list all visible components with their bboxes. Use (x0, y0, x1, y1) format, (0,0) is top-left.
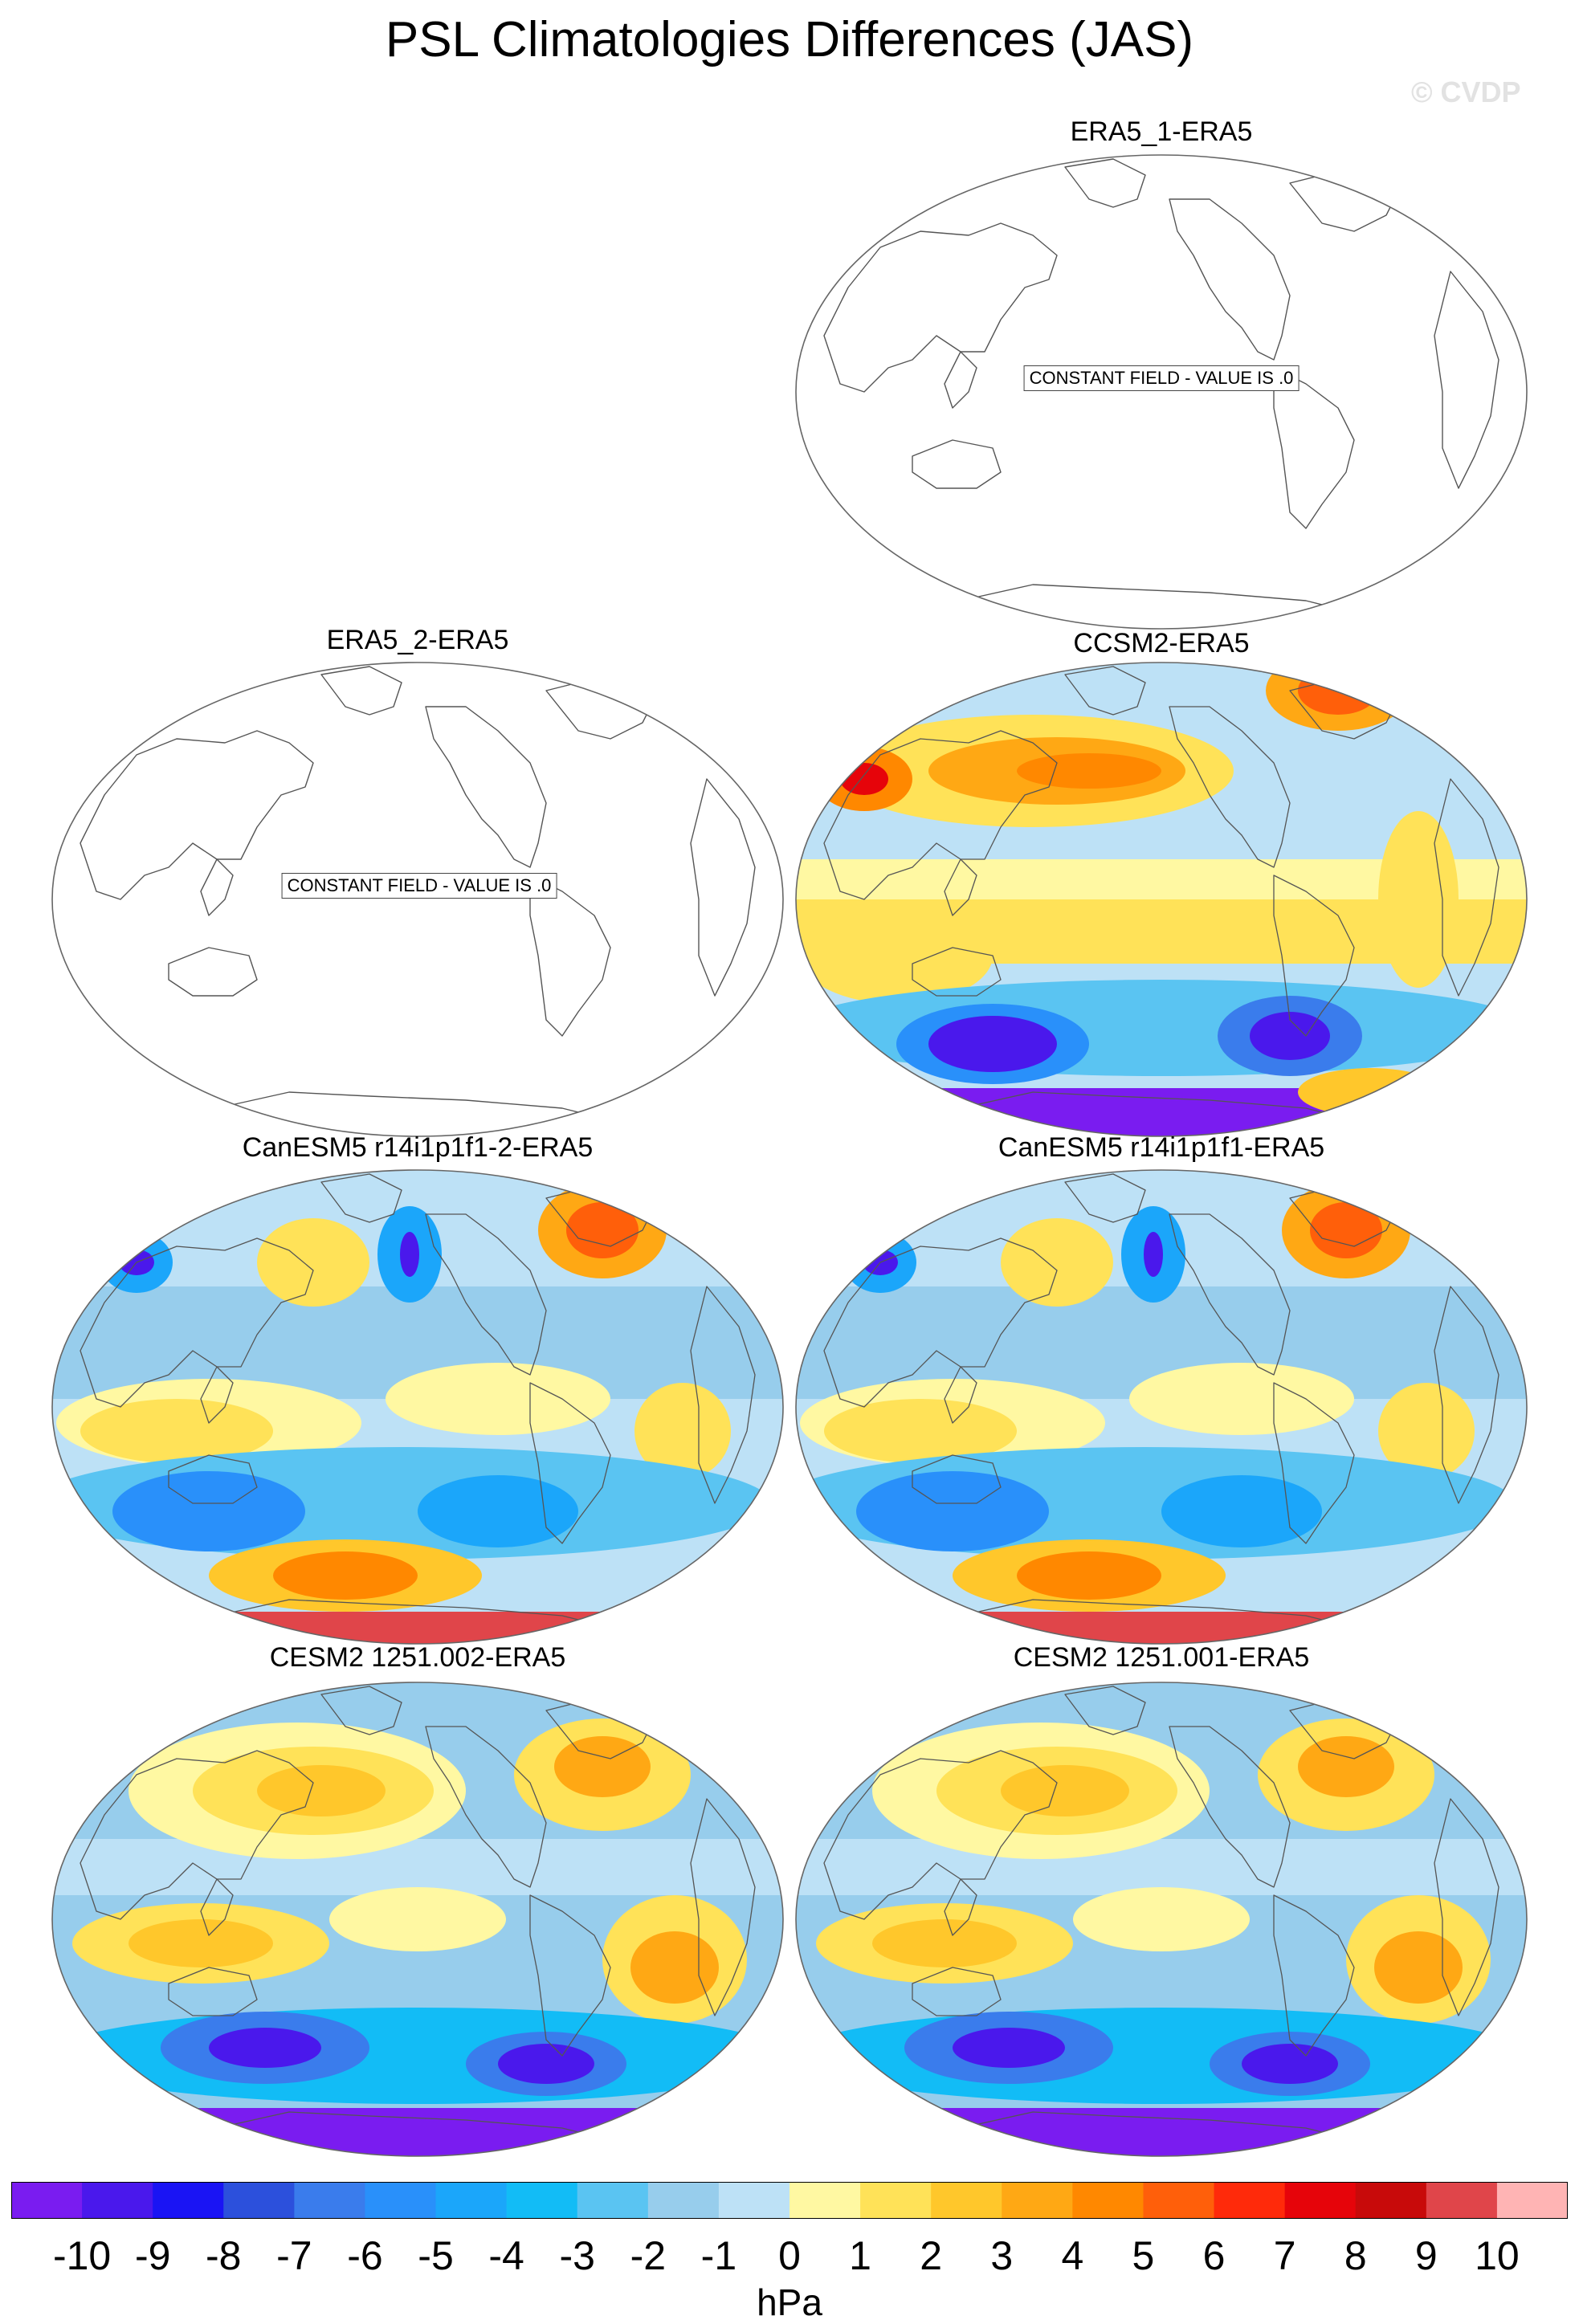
map-field (796, 1682, 1527, 2156)
colorbar-swatch (506, 2182, 578, 2219)
colorbar-swatch (1002, 2182, 1073, 2219)
page-title: PSL Climatologies Differences (JAS) (385, 12, 1194, 67)
panel-title-canesm5: CanESM5 r14i1p1f1-ERA5 (998, 1132, 1325, 1163)
map-outline (51, 1169, 784, 1645)
colorbar-tick-label: -10 (52, 2233, 112, 2278)
panel-title-canesm5-2: CanESM5 r14i1p1f1-2-ERA5 (242, 1132, 594, 1163)
colorbar-swatch (1426, 2182, 1498, 2219)
colorbar-swatch (1355, 2182, 1427, 2219)
colorbar-tick-label: 2 (920, 2233, 943, 2278)
map-outline (795, 1169, 1528, 1645)
colorbar-swatch (1496, 2182, 1568, 2219)
colorbar-tick-label: 3 (990, 2233, 1014, 2278)
colorbar-swatch (860, 2182, 932, 2219)
colorbar-tick-label: -8 (206, 2233, 242, 2278)
colorbar-swatch (153, 2182, 224, 2219)
colorbar-tick-label: 4 (1061, 2233, 1084, 2278)
map-era5-2 (51, 662, 784, 1137)
colorbar-swatch (294, 2182, 366, 2219)
colorbar-tick-label: -4 (488, 2233, 524, 2278)
colorbar-tick-label: 9 (1414, 2233, 1438, 2278)
colorbar-swatch (577, 2182, 649, 2219)
panel-title-cesm2-002: CESM2 1251.002-ERA5 (269, 1642, 566, 1673)
map-ccsm2 (795, 662, 1528, 1137)
map-cesm2-002 (51, 1682, 784, 2157)
map-field (52, 1170, 783, 1644)
map-cesm2-001 (795, 1682, 1528, 2157)
colorbar-tick-label: 7 (1273, 2233, 1296, 2278)
map-outline (795, 154, 1528, 630)
colorbar-tick-label: -6 (347, 2233, 383, 2278)
map-field (796, 155, 1527, 629)
map-canesm5-2 (51, 1169, 784, 1645)
panel-title-era5-1: ERA5_1-ERA5 (1070, 116, 1253, 147)
map-outline (51, 1682, 784, 2157)
colorbar-swatch (1284, 2182, 1357, 2219)
map-field (52, 663, 783, 1136)
map-field (52, 1682, 783, 2156)
colorbar-tick-label: -3 (559, 2233, 595, 2278)
colorbar-swatch (82, 2182, 153, 2219)
colorbar-swatch (1143, 2182, 1215, 2219)
colorbar-swatch (435, 2182, 508, 2219)
panel-title-era5-2: ERA5_2-ERA5 (326, 625, 509, 655)
colorbar-tick-label: 0 (778, 2233, 801, 2278)
map-canesm5 (795, 1169, 1528, 1645)
panel-title-ccsm2: CCSM2-ERA5 (1073, 628, 1250, 658)
colorbar-swatch (1214, 2182, 1286, 2219)
colorbar-swatch (931, 2182, 1002, 2219)
colorbar-tick-label: -2 (630, 2233, 667, 2278)
colorbar-units: hPa (757, 2281, 822, 2323)
colorbar-tick-label: -7 (276, 2233, 312, 2278)
panel-title-cesm2-001: CESM2 1251.001-ERA5 (1013, 1642, 1310, 1673)
colorbar-tick-label: 8 (1344, 2233, 1367, 2278)
colorbar-tick-label: 5 (1132, 2233, 1155, 2278)
colorbar-tick-label: 1 (849, 2233, 871, 2278)
colorbar-swatch (1072, 2182, 1144, 2219)
colorbar-swatch (647, 2182, 720, 2219)
colorbar-tick-label: 6 (1202, 2233, 1226, 2278)
map-field (796, 663, 1527, 1136)
colorbar-swatch (718, 2182, 790, 2219)
watermark: © CVDP (1411, 75, 1521, 108)
colorbar-swatch (11, 2182, 83, 2219)
constant-field-label: CONSTANT FIELD - VALUE IS .0 (281, 873, 557, 899)
map-outline (795, 662, 1528, 1137)
colorbar-tick-label: -5 (418, 2233, 454, 2278)
colorbar-swatch (365, 2182, 437, 2219)
colorbar-tick-label: -9 (134, 2233, 171, 2278)
colorbar-swatch (790, 2182, 861, 2219)
map-outline (51, 662, 784, 1137)
map-era5-1 (795, 154, 1528, 630)
map-field (796, 1170, 1527, 1644)
constant-field-label: CONSTANT FIELD - VALUE IS .0 (1023, 365, 1300, 391)
colorbar-swatch (223, 2182, 295, 2219)
colorbar-tick-label: -1 (700, 2233, 737, 2278)
map-outline (795, 1682, 1528, 2157)
colorbar (11, 2182, 1568, 2219)
colorbar-tick-label: 10 (1475, 2233, 1520, 2278)
